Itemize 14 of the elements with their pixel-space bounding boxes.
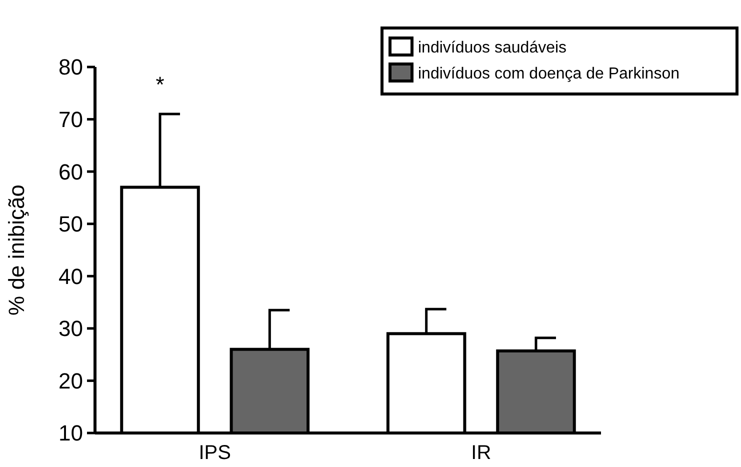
- x-tick-label: IR: [471, 442, 492, 464]
- y-tick-label: 30: [58, 316, 83, 342]
- y-tick-label: 10: [58, 420, 83, 446]
- y-axis-title: % de inibição: [4, 184, 29, 316]
- annotation: *: [156, 72, 165, 98]
- y-tick-label: 60: [58, 159, 83, 184]
- y-tick-label: 70: [58, 106, 83, 132]
- y-tick-label: 50: [58, 212, 83, 237]
- y-tick-label: 40: [58, 264, 83, 289]
- y-tick-label: 80: [58, 54, 83, 80]
- x-tick-label: IPS: [198, 442, 231, 464]
- legend-label: indivíduos saudáveis: [418, 40, 567, 57]
- y-tick-label: 20: [58, 368, 83, 394]
- legend-label: indivíduos com doença de Parkinson: [418, 66, 680, 83]
